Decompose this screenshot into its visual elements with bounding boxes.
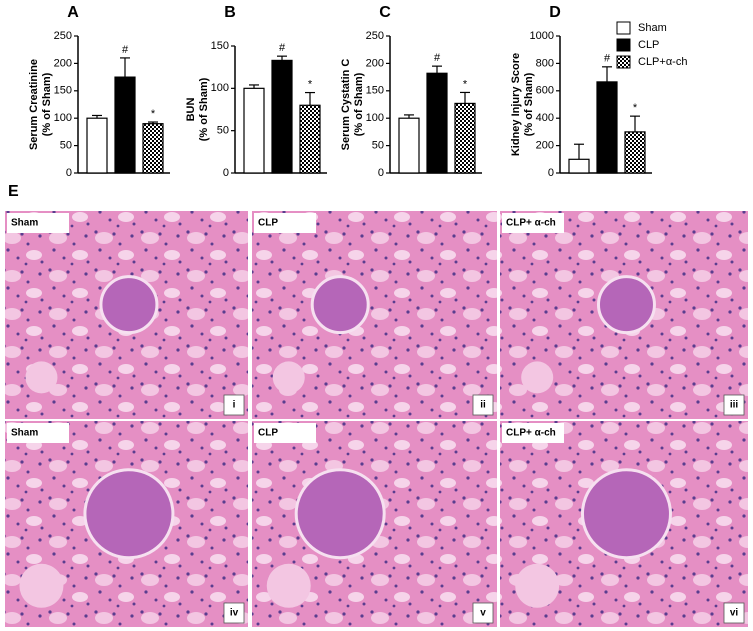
bar — [142, 123, 164, 174]
numeral-box — [723, 394, 745, 416]
bar — [426, 72, 448, 174]
image-label: CLP — [258, 218, 278, 229]
panel-letter: B — [224, 4, 236, 21]
significance-marker: # — [279, 42, 286, 54]
y-tick-label: 200 — [536, 140, 554, 152]
label-box — [7, 423, 69, 443]
numeral-box — [223, 394, 245, 416]
y-tick-label: 600 — [536, 85, 554, 97]
image-numeral: v — [480, 608, 486, 619]
y-tick-label: 150 — [211, 40, 229, 52]
y-tick-label: 400 — [536, 112, 554, 124]
panel-letter: A — [67, 4, 79, 21]
y-tick-label: 150 — [54, 85, 72, 97]
label-box — [7, 213, 69, 233]
y-tick-label: 50 — [60, 140, 72, 152]
y-axis-label: Serum Creatinine — [28, 59, 40, 150]
y-tick-label: 100 — [366, 112, 384, 124]
glomerulus — [596, 275, 656, 335]
panel-letter: D — [549, 4, 561, 21]
y-tick-label: 150 — [366, 85, 384, 97]
y-tick-label: 0 — [378, 167, 384, 179]
numeral-box — [472, 394, 494, 416]
y-tick-label: 100 — [54, 112, 72, 124]
glomerulus — [310, 275, 370, 335]
bar — [114, 76, 136, 174]
image-numeral: i — [233, 400, 236, 411]
y-axis-label: (% of Sham) — [198, 77, 210, 141]
bar — [299, 104, 321, 174]
numeral-box — [223, 602, 245, 624]
image-numeral: ii — [480, 400, 486, 411]
legend-swatch — [616, 55, 631, 69]
y-tick-label: 50 — [372, 140, 384, 152]
image-label: Sham — [11, 428, 38, 439]
tubule — [521, 361, 554, 394]
y-tick-label: 100 — [211, 82, 229, 94]
bar — [243, 87, 265, 174]
tubule — [272, 361, 305, 394]
image-label: CLP+ α-ch — [506, 218, 556, 229]
numeral-box — [723, 602, 745, 624]
label-box — [502, 213, 564, 233]
panel-letter: C — [379, 4, 391, 21]
significance-marker: * — [151, 108, 156, 120]
legend-swatch — [616, 21, 631, 35]
y-tick-label: 250 — [366, 30, 384, 42]
tubule — [25, 361, 58, 394]
y-tick-label: 0 — [223, 167, 229, 179]
y-tick-label: 200 — [366, 57, 384, 69]
significance-marker: * — [463, 78, 468, 90]
y-tick-label: 1000 — [530, 30, 554, 42]
glomerulus — [294, 468, 386, 560]
image-label: Sham — [11, 218, 38, 229]
image-numeral: iv — [230, 608, 239, 619]
bar — [624, 131, 646, 174]
bar — [596, 81, 618, 174]
y-tick-label: 0 — [66, 167, 72, 179]
bar — [568, 158, 590, 174]
legend-label: CLP+α-ch — [638, 56, 687, 68]
legend-swatch — [616, 38, 631, 52]
significance-marker: # — [434, 52, 441, 64]
panel-letter: E — [8, 183, 19, 200]
y-tick-label: 200 — [54, 57, 72, 69]
image-numeral: iii — [730, 400, 739, 411]
significance-marker: # — [604, 53, 611, 65]
y-tick-label: 50 — [217, 125, 229, 137]
legend-label: Sham — [638, 22, 667, 34]
significance-marker: # — [122, 44, 129, 56]
glomerulus — [580, 468, 672, 560]
bar — [454, 102, 476, 174]
label-box — [254, 423, 316, 443]
significance-marker: * — [308, 78, 313, 90]
y-tick-label: 800 — [536, 57, 554, 69]
tubule — [19, 563, 64, 608]
legend-label: CLP — [638, 39, 659, 51]
glomerulus — [99, 275, 159, 335]
image-numeral: vi — [730, 608, 739, 619]
glomerulus — [83, 468, 175, 560]
bar — [271, 59, 293, 174]
y-axis-label: Serum Cystatin C — [340, 59, 352, 151]
y-axis-label: (% of Sham) — [523, 72, 535, 136]
label-box — [254, 213, 316, 233]
image-label: CLP+ α-ch — [506, 428, 556, 439]
image-label: CLP — [258, 428, 278, 439]
bar — [86, 117, 108, 174]
tubule — [266, 563, 311, 608]
tubule — [515, 563, 560, 608]
significance-marker: * — [633, 102, 638, 114]
y-axis-label: Kidney Injury Score — [510, 53, 522, 156]
y-axis-label: (% of Sham) — [353, 72, 365, 136]
numeral-box — [472, 602, 494, 624]
y-tick-label: 250 — [54, 30, 72, 42]
label-box — [502, 423, 564, 443]
y-axis-label: (% of Sham) — [41, 72, 53, 136]
bar — [398, 117, 420, 174]
y-axis-label: BUN — [185, 98, 197, 122]
y-tick-label: 0 — [548, 167, 554, 179]
